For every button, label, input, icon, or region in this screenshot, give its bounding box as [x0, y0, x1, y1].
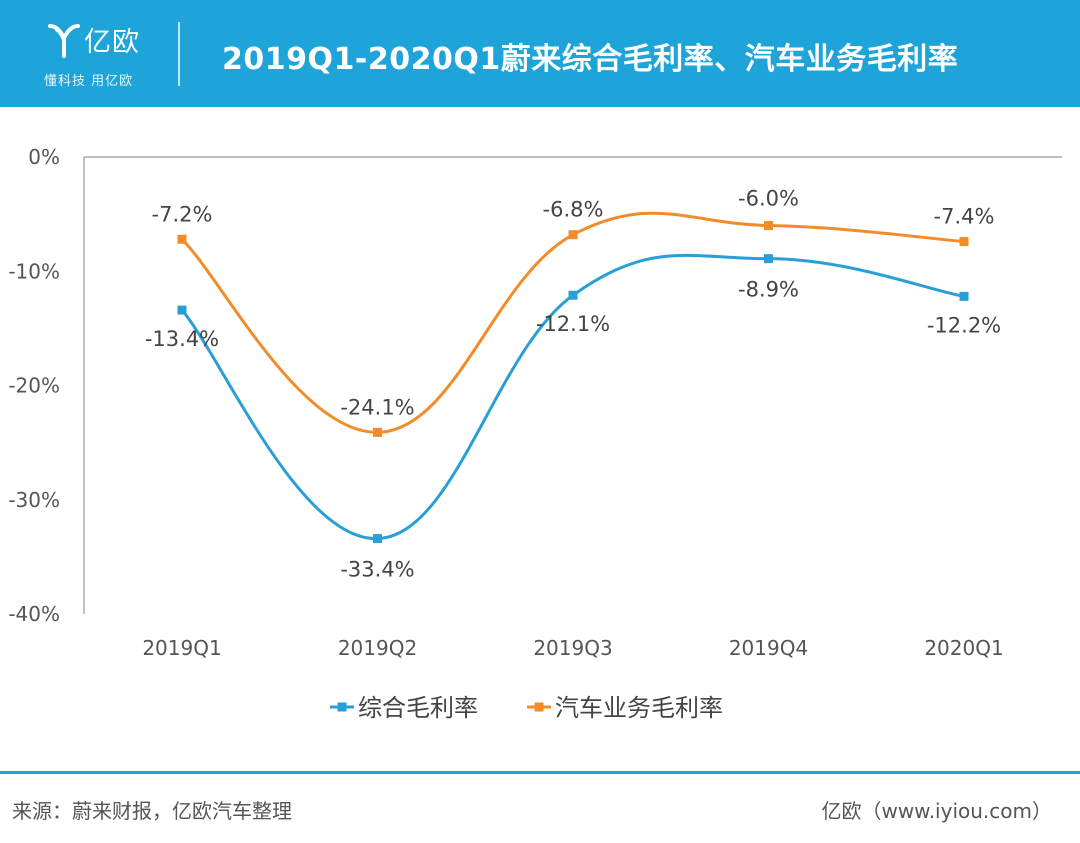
legend-swatch-marker [534, 702, 544, 712]
axes [83, 156, 1062, 614]
source-note: 来源：蔚来财报，亿欧汽车整理 [12, 799, 292, 823]
data-label: -6.0% [738, 187, 799, 211]
data-label: -6.8% [543, 198, 604, 222]
data-label: -7.2% [152, 202, 213, 226]
y-tick-label: -30% [8, 488, 60, 512]
series-line-1 [180, 253, 965, 541]
header-divider [178, 22, 180, 86]
chart-title: 2019Q1-2020Q1蔚来综合毛利率、汽车业务毛利率 [222, 42, 959, 77]
data-label: -13.4% [145, 327, 219, 351]
logo-slogan: 懂科技 用亿欧 [44, 74, 134, 89]
legend-swatch-marker [337, 702, 347, 712]
data-labels: -13.4% -33.4% -12.1% -8.9% -12.2% -7.2% -24.1%… [145, 187, 1001, 582]
logo-text: 亿欧 [84, 27, 140, 58]
line-chart: 0%-10%-20%-30%-40% 2019Q1 2019Q2 2019Q3 201… [8, 145, 1062, 722]
legend-label: 汽车业务毛利率 [555, 694, 723, 722]
data-point [959, 237, 969, 247]
y-tick-label: 0% [28, 145, 60, 169]
legend: 综合毛利率 汽车业务毛利率 [330, 694, 723, 722]
x-tick-label: 2019Q2 [338, 636, 417, 660]
data-point [177, 305, 187, 315]
header-banner: 亿欧 懂科技 用亿欧 2019Q1-2020Q1蔚来综合毛利率、汽车业务毛利率 [0, 0, 1080, 107]
data-point [568, 290, 578, 300]
data-label: -24.1% [340, 395, 414, 419]
x-axis-ticks: 2019Q1 2019Q2 2019Q3 2019Q4 2020Q1 [142, 636, 1003, 660]
site-credit: 亿欧（www.iyiou.com） [821, 799, 1052, 823]
legend-label: 综合毛利率 [358, 694, 478, 722]
data-label: -33.4% [340, 558, 414, 582]
y-tick-label: -40% [8, 602, 60, 626]
data-point [959, 291, 969, 301]
y-tick-label: -20% [8, 374, 60, 398]
data-point [764, 221, 773, 231]
logo-icon [48, 24, 80, 58]
y-axis-ticks: 0% -10% -20% -30% -40% [8, 145, 60, 626]
x-tick-label: 2020Q1 [924, 636, 1003, 660]
data-label: -12.2% [927, 313, 1001, 337]
y-tick-label: -10% [8, 259, 60, 283]
data-point [373, 427, 382, 437]
data-label: -12.1% [536, 312, 610, 336]
series-line-2 [180, 211, 965, 434]
x-tick-label: 2019Q4 [729, 636, 808, 660]
data-point [373, 534, 382, 544]
footer-divider [0, 771, 1080, 774]
series-lines [177, 211, 969, 544]
x-tick-label: 2019Q3 [533, 636, 612, 660]
data-point [568, 230, 578, 240]
data-label: -8.9% [738, 278, 799, 302]
x-tick-label: 2019Q1 [142, 636, 221, 660]
data-label: -7.4% [934, 205, 995, 229]
data-point [764, 254, 773, 264]
data-point [177, 234, 187, 244]
